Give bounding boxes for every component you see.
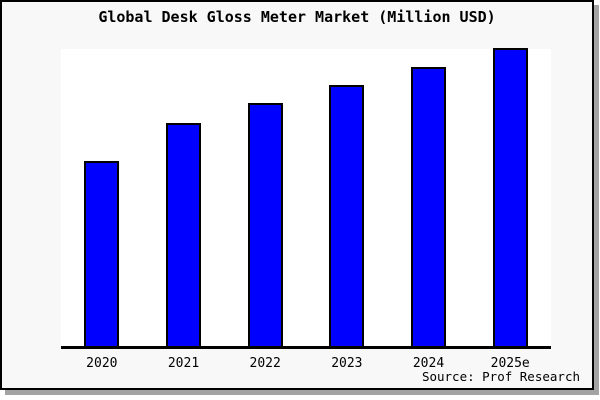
bar-2025e [492,48,528,346]
x-tick-label-2025e: 2025e [490,356,530,371]
plot-area [61,48,551,349]
bar-slot-2025e [469,48,551,346]
bar-2022 [247,103,283,346]
bar-2021 [166,123,201,346]
bar-2020 [84,161,120,346]
x-tick-label-2020: 2020 [86,356,118,371]
chart-title: Global Desk Gloss Meter Market (Million … [98,8,496,26]
x-tick-label-2023: 2023 [331,356,363,371]
x-tick-label-2022: 2022 [249,356,281,371]
bars-row [61,48,551,346]
bar-2023 [329,85,365,346]
x-tick-label-2021: 2021 [167,356,200,371]
source-note: Source: Prof Research [421,369,580,384]
bar-slot-2024 [388,49,470,346]
chart-figure: Global Desk Gloss Meter Market (Million … [0,0,594,390]
x-axis-labels: 2020 2021 2022 2023 2024 2025e [61,356,551,371]
bar-slot-2020 [61,49,143,346]
bar-slot-2022 [224,49,306,346]
bar-slot-2021 [143,49,225,346]
bar-slot-2023 [306,49,388,346]
x-tick-label-2024: 2024 [412,356,445,371]
bar-2024 [411,67,447,346]
